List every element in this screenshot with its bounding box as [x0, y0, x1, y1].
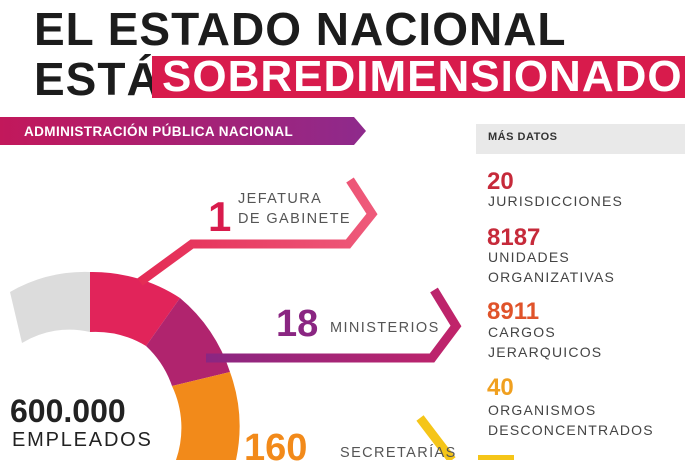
stat-value-unidades: 8187 [487, 224, 541, 251]
connector-ministerios [206, 287, 462, 363]
donut-segment-purple [146, 298, 230, 386]
donut-segment-orange [172, 372, 240, 460]
section-banner [0, 117, 366, 145]
section-banner-label: ADMINISTRACIÓN PÚBLICA NACIONAL [24, 124, 294, 139]
empleados-value: 600.000 [10, 393, 126, 429]
stat-value-cargos: 8911 [487, 298, 540, 325]
connector-jefatura [137, 177, 378, 286]
stat-label-cargos-1: CARGOS [488, 324, 556, 340]
jefatura-value: 1 [208, 193, 232, 240]
connector-secretarias [416, 415, 456, 460]
empleados-label: EMPLEADOS [12, 429, 153, 451]
title-line-2-prefix: ESTÁ [34, 53, 161, 105]
stat-value-organismos: 40 [487, 374, 514, 401]
side-panel-header [476, 124, 685, 154]
jefatura-label-1: JEFATURA [238, 191, 323, 207]
donut-segment-grey [10, 271, 90, 343]
side-bullet-yellow [478, 455, 514, 460]
stat-label-organismos-2: DESCONCENTRADOS [488, 422, 654, 438]
stat-label-jurisdicciones: JURISDICCIONES [488, 193, 624, 209]
secretarias-value: 160 [244, 427, 308, 469]
jefatura-label-2: DE GABINETE [238, 211, 351, 227]
stat-label-cargos-2: JERARQUICOS [488, 344, 603, 360]
ministerios-value: 18 [276, 303, 319, 345]
secretarias-label: SECRETARÍAS [340, 445, 457, 461]
ministerios-label: MINISTERIOS [330, 320, 440, 336]
stat-label-unidades-1: UNIDADES [488, 249, 570, 265]
stat-label-organismos-1: ORGANISMOS [488, 402, 597, 418]
donut-segment-pink [90, 271, 180, 346]
title-line-1: EL ESTADO NACIONAL [34, 3, 567, 55]
side-panel-title: MÁS DATOS [488, 131, 558, 143]
stat-value-jurisdicciones: 20 [487, 168, 514, 195]
title-highlight: SOBREDIMENSIONADO [152, 55, 685, 99]
stat-label-unidades-2: ORGANIZATIVAS [488, 269, 616, 285]
